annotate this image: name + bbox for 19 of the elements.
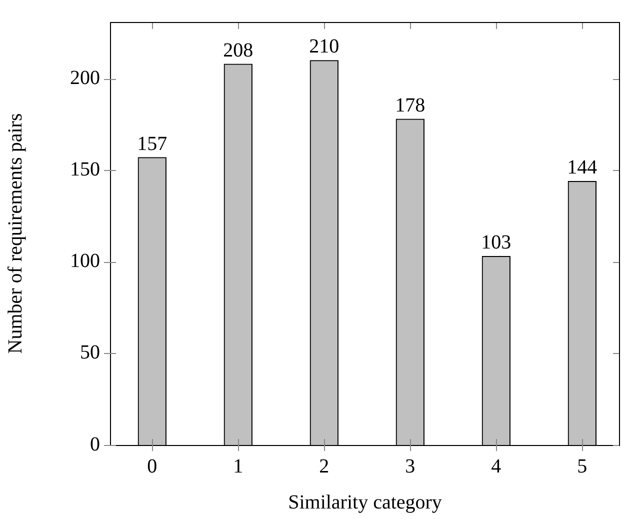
data-label: 157 xyxy=(137,132,168,155)
data-label: 178 xyxy=(395,94,426,116)
x-tick-label: 5 xyxy=(577,455,588,478)
y-tick-label: 50 xyxy=(80,342,100,364)
y-axis-title: Number of requirements pairs xyxy=(4,113,26,354)
x-axis-title: Similarity category xyxy=(288,491,442,514)
data-label: 144 xyxy=(567,156,598,179)
x-tick-label: 1 xyxy=(233,455,244,478)
y-tick-label: 100 xyxy=(70,250,100,272)
y-tick-label: 0 xyxy=(90,433,100,456)
data-label: 210 xyxy=(309,36,340,58)
x-tick-label: 3 xyxy=(405,455,416,478)
y-tick-label: 200 xyxy=(70,67,100,90)
data-label: 103 xyxy=(481,232,512,254)
y-tick-label: 150 xyxy=(70,158,100,181)
data-label: 208 xyxy=(223,39,254,62)
x-tick-label: 2 xyxy=(319,455,330,478)
x-tick-label: 0 xyxy=(147,455,158,478)
x-tick-label: 4 xyxy=(491,455,502,478)
